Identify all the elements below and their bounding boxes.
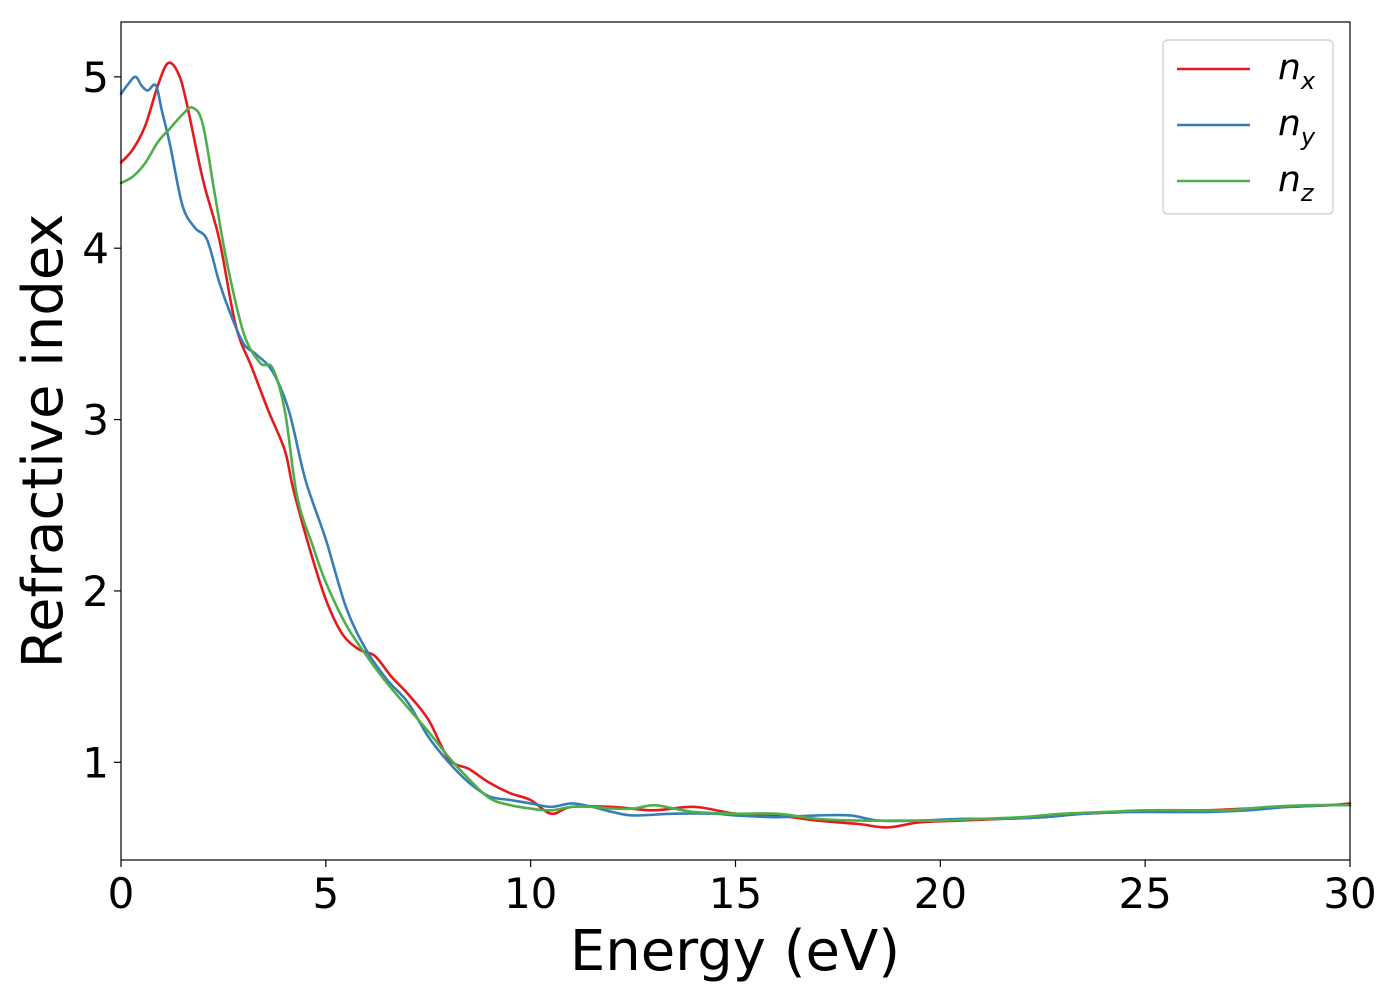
plot-background <box>121 22 1350 860</box>
x-tick-label: 0 <box>108 869 135 918</box>
y-tick-label: 2 <box>82 567 109 616</box>
plot-frame <box>120 21 1351 861</box>
x-tick-label: 15 <box>709 869 762 918</box>
x-tick-label: 20 <box>914 869 967 918</box>
x-tick-label: 25 <box>1118 869 1171 918</box>
y-tick-label: 1 <box>82 738 109 787</box>
tick-layer: 0 5 10 15 20 25 30 1 2 3 4 5 <box>82 53 1376 918</box>
legend-label-nx: nx <box>1278 47 1316 95</box>
x-tick-label: 5 <box>312 869 339 918</box>
x-tick-label: 30 <box>1323 869 1376 918</box>
y-axis-label: Refractive index <box>11 214 76 669</box>
series-layer <box>119 61 1352 829</box>
series-line-nz <box>119 106 1352 823</box>
x-axis-label: Energy (eV) <box>570 919 900 984</box>
legend-box <box>1162 39 1334 215</box>
x-tick-label: 10 <box>504 869 557 918</box>
y-tick-label: 5 <box>82 53 109 102</box>
y-tick-label: 4 <box>82 224 109 273</box>
y-tick-label: 3 <box>82 396 109 445</box>
